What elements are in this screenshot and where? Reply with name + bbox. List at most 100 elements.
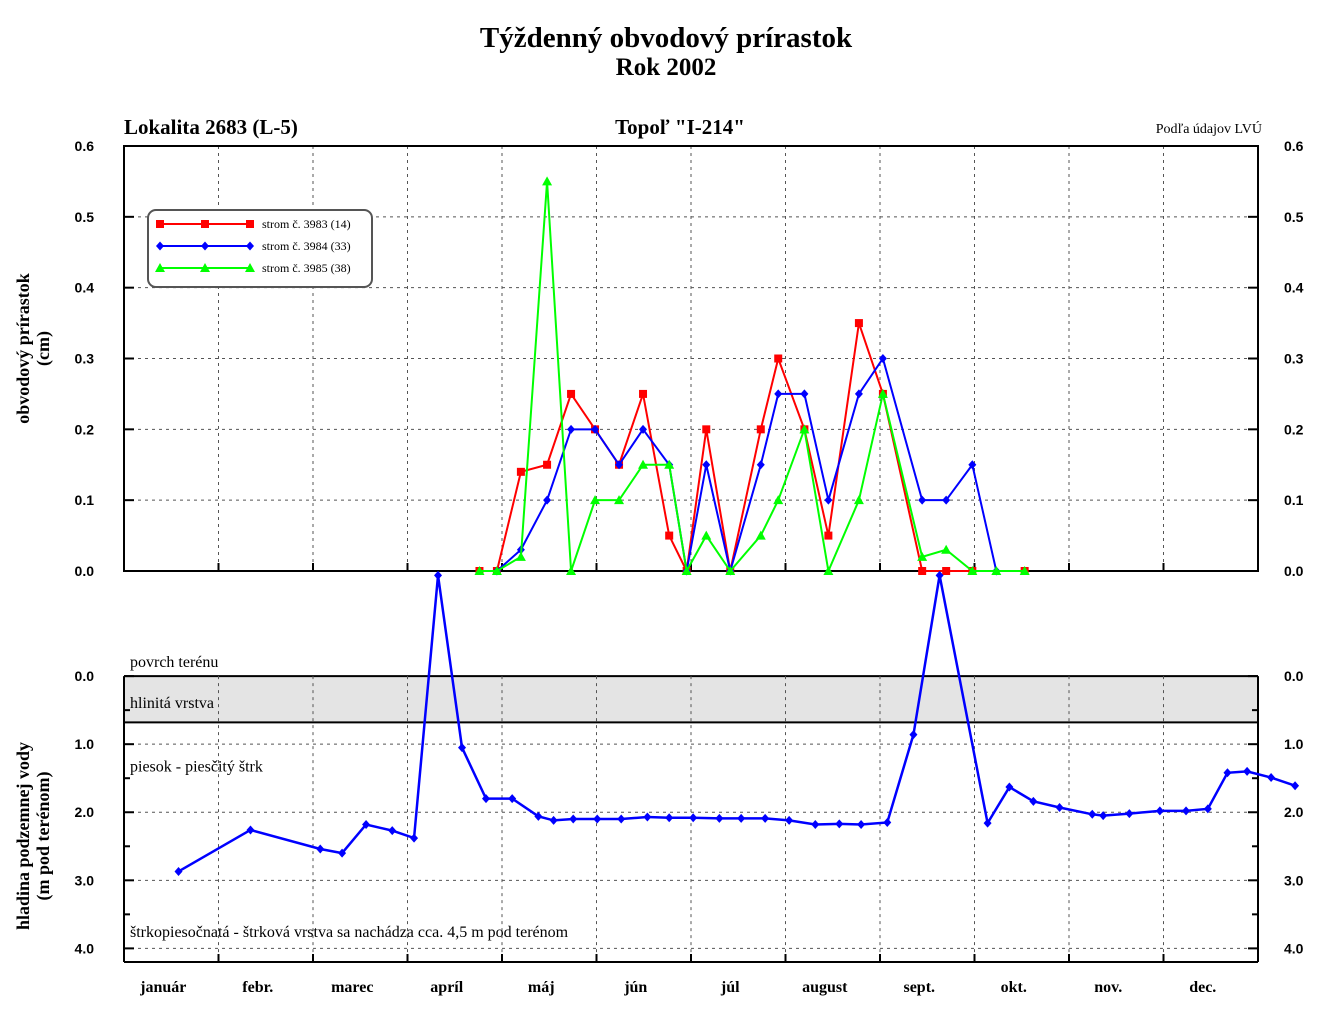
- square-marker: [756, 425, 765, 434]
- square-marker: [201, 220, 209, 228]
- diamond-marker: [785, 815, 794, 825]
- bottom-y-tick-label: 4.0: [75, 940, 95, 956]
- diamond-marker: [549, 815, 558, 825]
- top-y-tick-label: 0.6: [75, 138, 95, 154]
- diamond-marker: [617, 814, 626, 824]
- diamond-marker: [246, 241, 254, 251]
- square-marker: [156, 220, 164, 228]
- diamond-marker: [878, 354, 887, 363]
- bottom-y-axis-unit: (m pod terénom): [33, 772, 54, 901]
- diamond-marker: [643, 812, 652, 822]
- sand-layer-label: piesok - piesčitý štrk: [130, 758, 263, 775]
- triangle-marker: [491, 566, 502, 575]
- diamond-marker: [316, 844, 325, 854]
- top-y-tick-label-right: 0.6: [1284, 138, 1304, 154]
- month-label: január: [139, 979, 186, 996]
- diamond-marker: [774, 389, 783, 399]
- series-line: [479, 322, 1025, 575]
- month-label: nov.: [1094, 979, 1122, 996]
- square-marker: [567, 389, 576, 398]
- diamond-marker: [482, 794, 491, 804]
- month-label: okt.: [1001, 979, 1027, 996]
- groundwater-line: [177, 575, 1296, 873]
- clay-layer-label: hlinitá vrstva: [130, 695, 214, 712]
- triangle-marker: [877, 388, 888, 398]
- diamond-marker: [593, 814, 602, 824]
- triangle-marker: [823, 566, 834, 575]
- square-marker: [918, 567, 927, 575]
- y-axis-labels: obvodový prírastok (cm) hladina podzemnej …: [13, 273, 54, 930]
- diamond-marker: [857, 819, 866, 829]
- diamond-marker: [737, 813, 746, 823]
- top-y-axis-unit: (cm): [33, 331, 54, 366]
- triangle-marker: [725, 566, 736, 575]
- month-label: marec: [331, 979, 373, 996]
- diamond-marker: [434, 570, 443, 580]
- triangle-marker: [200, 263, 210, 272]
- diamond-marker: [1155, 806, 1164, 816]
- triangle-marker: [701, 530, 712, 540]
- diamond-marker: [388, 826, 397, 836]
- diamond-marker: [983, 818, 992, 828]
- diamond-marker: [174, 866, 183, 876]
- diamond-marker: [246, 825, 255, 835]
- bottom-y-tick-label: 1.0: [75, 736, 95, 752]
- square-marker: [854, 319, 863, 328]
- diamond-marker: [1055, 802, 1064, 812]
- legend: strom č. 3983 (14) strom č. 3984 (33) stro…: [147, 209, 373, 288]
- diamond-marker: [835, 819, 844, 829]
- bottom-y-tick-label-right: 2.0: [1284, 804, 1304, 820]
- top-chart-grid: [124, 146, 1258, 571]
- bottom-y-tick-label: 0.0: [75, 668, 95, 684]
- legend-label: strom č. 3983 (14): [262, 217, 351, 231]
- diamond-marker: [1243, 766, 1252, 776]
- square-marker: [942, 567, 951, 575]
- chart-title: Týždenný obvodový prírastok: [479, 22, 853, 54]
- top-y-tick-label-right: 0.5: [1284, 209, 1304, 225]
- diamond-marker: [689, 813, 698, 823]
- triangle-marker: [614, 495, 625, 505]
- diamond-marker: [1005, 782, 1014, 792]
- diamond-marker: [968, 460, 977, 470]
- diamond-marker: [811, 819, 820, 829]
- triangle-marker: [773, 495, 784, 505]
- month-label: apríl: [430, 979, 463, 996]
- top-chart-axes: 0.0 0.0 0.1 0.1 0.2 0.2 0.3 0.3 0.4 0.4 0.5 0.5 0.6 0…: [75, 138, 1304, 579]
- bottom-chart-series: [174, 570, 1300, 876]
- month-label: jún: [623, 979, 647, 996]
- triangle-marker: [155, 263, 165, 272]
- square-marker: [774, 354, 783, 363]
- diamond-marker: [591, 424, 600, 434]
- diamond-marker: [1125, 809, 1134, 819]
- month-label: august: [802, 979, 848, 996]
- bottom-y-tick-label-right: 1.0: [1284, 736, 1304, 752]
- surface-label: povrch terénu: [130, 654, 218, 671]
- triangle-marker: [917, 551, 928, 561]
- diamond-marker: [156, 241, 164, 251]
- bottom-y-tick-label: 3.0: [75, 872, 95, 888]
- square-marker: [824, 531, 833, 540]
- month-label: sept.: [903, 979, 935, 996]
- triangle-marker: [853, 495, 864, 505]
- series-line: [479, 181, 1025, 575]
- square-marker: [665, 531, 674, 540]
- month-label: dec.: [1189, 979, 1216, 996]
- bottom-y-tick-label-right: 4.0: [1284, 940, 1304, 956]
- diamond-marker: [543, 495, 552, 505]
- diamond-marker: [854, 389, 863, 399]
- top-y-tick-label-right: 0.0: [1284, 563, 1304, 579]
- square-marker: [516, 467, 525, 476]
- diamond-marker: [761, 813, 770, 823]
- triangle-marker: [566, 566, 577, 575]
- top-y-tick-label: 0.5: [75, 209, 95, 225]
- diamond-marker: [569, 814, 578, 824]
- top-y-tick-label-right: 0.2: [1284, 421, 1304, 437]
- bottom-y-tick-label-right: 0.0: [1284, 668, 1304, 684]
- bottom-y-tick-label-right: 3.0: [1284, 872, 1304, 888]
- diamond-marker: [410, 833, 419, 843]
- diamond-marker: [715, 813, 724, 823]
- top-chart-series: [474, 176, 1030, 576]
- diamond-marker: [918, 495, 927, 505]
- top-y-axis-title: obvodový prírastok: [13, 273, 33, 424]
- top-y-tick-label: 0.4: [75, 280, 95, 296]
